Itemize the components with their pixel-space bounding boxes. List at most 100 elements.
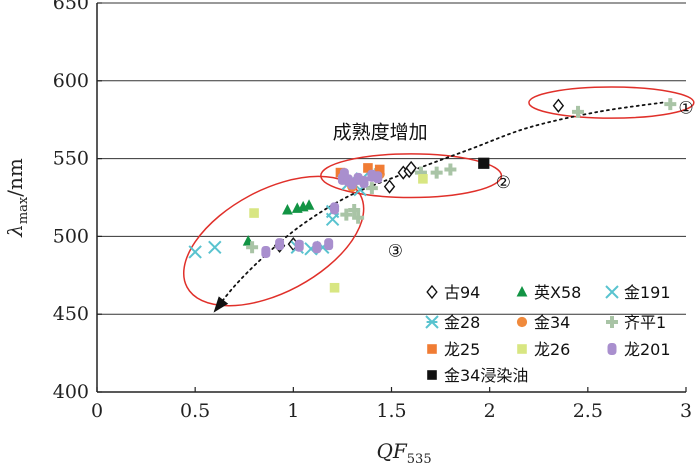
plus-marker [340, 208, 353, 221]
plus-marker [606, 316, 618, 328]
data-point-series-6 [352, 211, 365, 224]
data-point-series-9 [324, 238, 334, 251]
data-point-series-1 [383, 179, 396, 194]
plus-marker [430, 166, 443, 179]
data-point-series-2 [303, 199, 315, 210]
x-axis-title: QF535 [377, 439, 432, 467]
data-point-series-3 [208, 240, 222, 254]
gridlines [97, 2, 686, 315]
square-marker [478, 157, 490, 169]
ellipse-group-3 [182, 175, 365, 307]
rounded-marker [324, 238, 334, 251]
square-marker [374, 164, 385, 175]
data-point-series-8 [418, 174, 428, 184]
y-tick-label: 600 [53, 70, 89, 92]
data-point-series-6 [572, 105, 585, 118]
rounded-marker [294, 239, 304, 252]
square-marker [418, 174, 428, 184]
legend-label-4: 金28 [444, 313, 480, 332]
y-axis-title: λmax/nm [3, 158, 31, 238]
x-tick-label: 1.5 [376, 400, 406, 422]
legend-marker-10 [427, 370, 437, 380]
text-annotations: 成熟度增加 ① ② ③ [333, 98, 694, 261]
x-axis-title-subscript: 535 [407, 452, 432, 467]
circle-marker [516, 316, 528, 328]
legend-label-2: 英X58 [534, 283, 581, 302]
y-tick-label: 400 [53, 381, 89, 403]
data-point-series-6 [348, 203, 361, 216]
x-marker [605, 285, 619, 299]
rounded-marker [373, 171, 383, 184]
x-tick-label: 0 [91, 400, 103, 422]
x-tick-label: 1 [287, 400, 299, 422]
y-tick-label: 650 [53, 0, 89, 14]
diamond-marker [383, 179, 396, 194]
data-point-series-9 [359, 175, 369, 188]
trend-arrowhead [213, 296, 229, 313]
square-marker [249, 208, 259, 218]
x-tick-label: 2 [484, 400, 496, 422]
trend-curve [213, 101, 664, 313]
plus-marker [246, 241, 259, 254]
legend-label-10: 金34浸染油 [444, 366, 528, 385]
data-point-series-7 [363, 163, 373, 173]
plus-marker [664, 98, 677, 111]
data-point-series-9 [312, 241, 322, 254]
legend-marker-7 [427, 344, 437, 354]
square-marker [427, 370, 437, 380]
data-point-series-6 [430, 166, 443, 179]
square-marker [427, 344, 437, 354]
data-point-series-9 [261, 245, 271, 258]
data-point-series-9 [373, 171, 383, 184]
x-tick-label: 0.5 [180, 400, 210, 422]
square-marker [363, 163, 373, 173]
triangle-marker [282, 203, 293, 215]
data-point-series-9 [330, 202, 340, 215]
y-axis-title-unit: /nm [3, 158, 27, 197]
data-point-series-2 [282, 203, 293, 215]
y-tick-label: 500 [53, 225, 89, 247]
legend-marker-5 [516, 316, 528, 328]
plus-marker [572, 105, 585, 118]
rounded-marker [261, 245, 271, 258]
trend-curve-line [213, 101, 664, 312]
x-marker [188, 245, 202, 259]
data-point-series-6 [444, 163, 457, 176]
plus-marker [348, 203, 361, 216]
asterisk-marker [425, 315, 439, 329]
legend-label-3: 金191 [624, 283, 671, 302]
legend-label-1: 古94 [444, 283, 480, 302]
triangle-marker [516, 286, 528, 297]
rounded-marker [359, 175, 369, 188]
legend-marker-1 [426, 284, 438, 300]
y-tick-label: 550 [53, 148, 89, 170]
data-point-series-8 [329, 282, 340, 293]
data-point-series-1 [552, 98, 565, 113]
data-point-series-3 [188, 245, 202, 259]
data-point-series-7 [374, 164, 385, 175]
group-label-3: ③ [388, 242, 403, 262]
triangle-marker [303, 199, 315, 210]
legend-marker-3 [605, 285, 619, 299]
group-label-2: ② [496, 173, 511, 193]
legend-label-6: 齐平1 [624, 313, 666, 332]
y-tick-label: 450 [53, 303, 89, 325]
legend-marker-6 [606, 316, 618, 328]
plus-marker [444, 163, 457, 176]
legend-label-9: 龙201 [624, 340, 671, 359]
data-point-series-9 [294, 239, 304, 252]
maturity-annotation: 成熟度增加 [333, 121, 428, 143]
diamond-marker [552, 98, 565, 113]
square-marker [329, 282, 340, 293]
plus-marker [365, 182, 378, 195]
x-tick-label: 3 [680, 400, 692, 422]
rounded-marker [312, 241, 322, 254]
group-label-1: ① [678, 98, 693, 118]
data-point-series-9 [275, 238, 285, 251]
ellipse-group-1 [528, 86, 695, 119]
legend-marker-9 [607, 343, 617, 355]
data-point-series-8 [249, 208, 259, 218]
plus-marker [352, 211, 365, 224]
rounded-marker [330, 202, 340, 215]
